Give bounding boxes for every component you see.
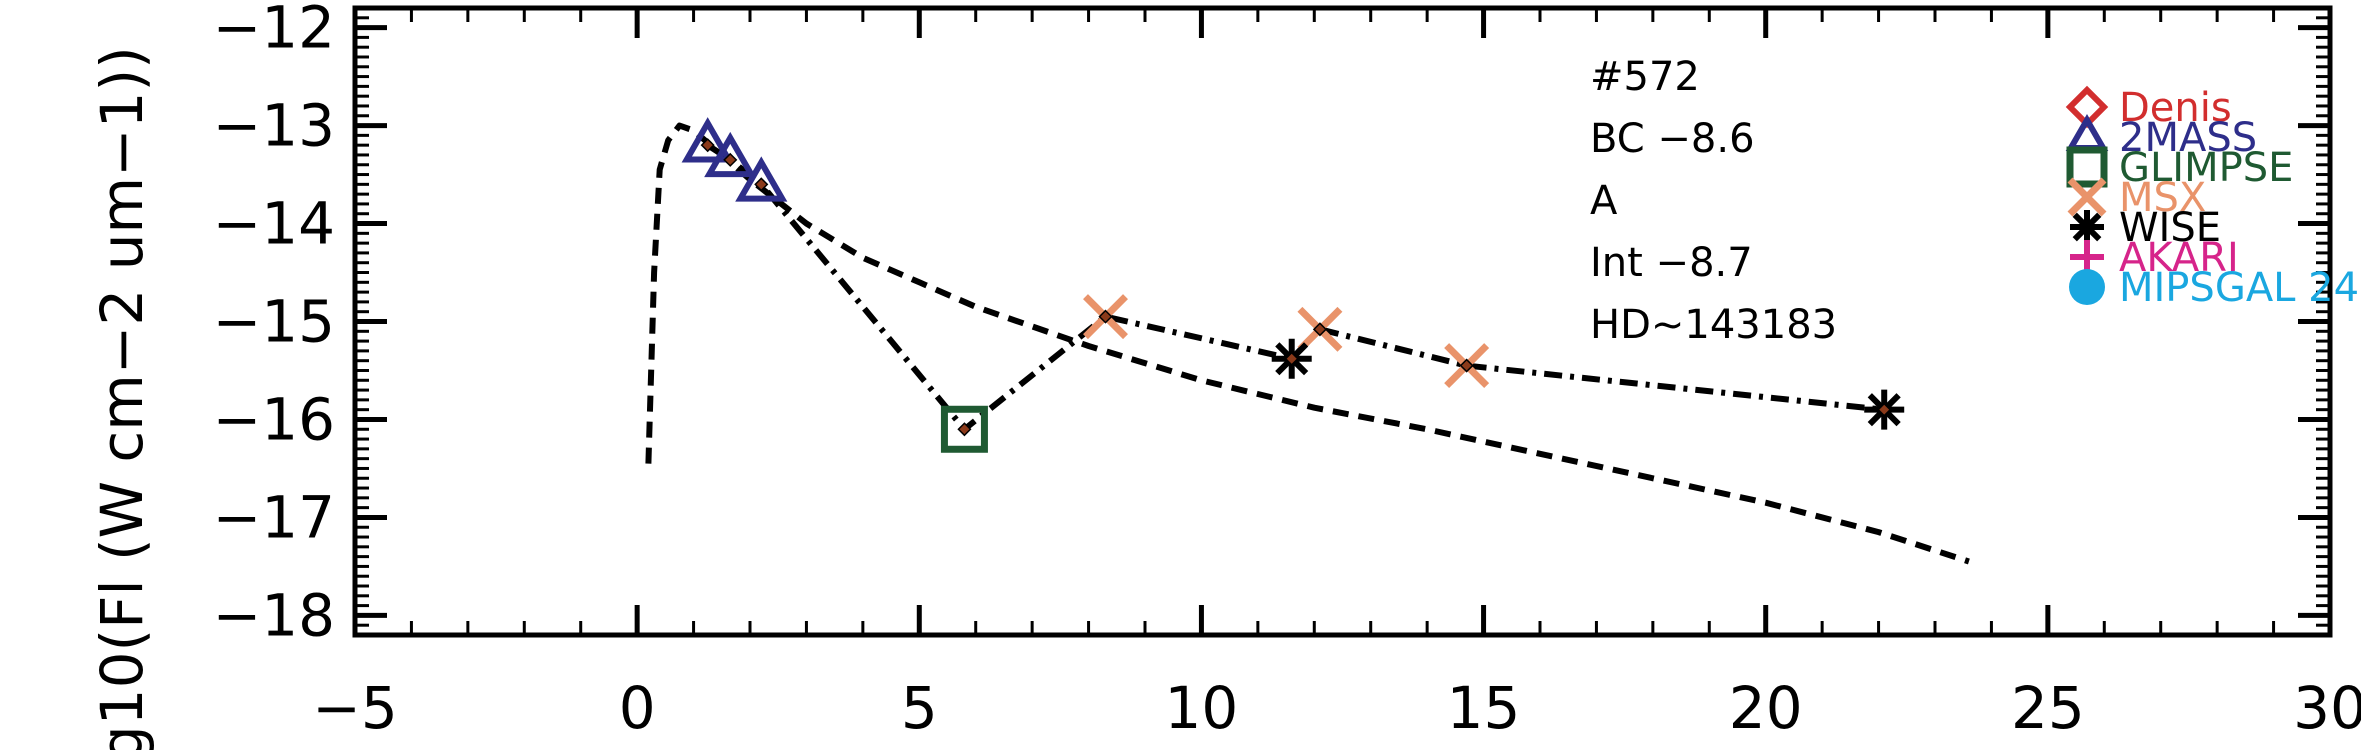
legend-marker-square [2066,146,2108,188]
x-tick-label: 30 [2293,674,2361,742]
data-point-data-dots- [1459,358,1474,373]
data-point-data-dots- [754,177,769,192]
legend-label: MSX [2119,175,2206,221]
dot-shape [1877,402,1892,417]
legend-item-glimpse: GLIMPSE [2066,145,2293,191]
data-markers [681,117,1905,453]
x-tick-label: 10 [1165,674,1239,742]
axes: −18 −17 −16 −15 −14 −13 −12 −5 0 5 10 15 20 25 30 [213,0,2361,742]
data-point-data-dots- [1098,309,1113,324]
y-tick-label: −18 [213,581,335,649]
x-tick-label: 0 [619,674,656,742]
dot-shape [700,138,715,153]
model-curve [645,122,1970,565]
x-tick-label: 5 [901,674,938,742]
info-annotations: #572 BC −8.6 A Int −8.7 HD~143183 [1590,54,1837,348]
y-axis-label: log10(Fl (W cm−2 um−1)) [88,46,156,750]
triangle-shape [681,117,734,163]
legend-label: 2MASS [2119,115,2257,161]
data-point-glimpse [940,405,988,453]
legend-item-akari: AKARI [2070,235,2239,281]
info-line-5: HD~143183 [1590,302,1837,348]
info-line-4: Int −8.7 [1590,240,1753,286]
legend-item-mipsgal-24: MIPSGAL 24 [2069,265,2359,311]
x-tick-label: 25 [2011,674,2085,742]
data-point-2mass [681,117,734,163]
legend-item-wise: WISE [2070,205,2221,251]
triangle-shape [735,156,788,202]
x-tick-label: −5 [312,674,398,742]
info-line-2: BC −8.6 [1590,116,1755,162]
data-point-data-dots- [1312,322,1327,337]
dot-shape [1284,351,1299,366]
sed-curve [706,142,1885,433]
info-line-3: A [1590,178,1618,224]
y-tick-label: −15 [213,288,335,356]
legend-label: Denis [2119,85,2232,131]
asterisk-stroke-d2 [2072,212,2102,242]
dot-shape [723,152,738,167]
legend-marker-asterisk [2070,210,2104,244]
legend-label: MIPSGAL 24 [2119,265,2359,311]
dot-shape [1312,322,1327,337]
circle-shape [2069,269,2105,305]
observed-sed-line [706,142,1885,433]
y-tick-label: −12 [213,0,335,62]
info-line-1: #572 [1590,54,1700,100]
data-point-data-dots- [700,138,715,153]
dot-shape [957,422,972,437]
dot-shape [1098,309,1113,324]
triangle-shape [704,131,757,178]
dot-shape [1459,358,1474,373]
y-tick-label: −17 [213,483,335,551]
y-axis-label-group: log10(Fl (W cm−2 um−1)) [88,46,156,750]
legend-marker-triangle [2065,113,2109,152]
data-point-data-dots- [957,422,972,437]
data-point-2mass [704,131,757,178]
square-shape [940,405,988,453]
legend-label: AKARI [2119,235,2239,281]
model-line [645,122,1970,565]
dot-shape [754,177,769,192]
data-point-data-dots- [1877,402,1892,417]
y-tick-label: −13 [213,92,335,160]
legend-marker-x [2067,177,2107,217]
legend-label: GLIMPSE [2119,145,2293,191]
data-point-data-dots- [1284,351,1299,366]
triangle-shape [2065,113,2109,152]
legend-item-msx: MSX [2067,175,2206,221]
y-tick-label: −16 [213,385,335,453]
data-point-data-dots- [723,152,738,167]
data-point-2mass [735,156,788,202]
legend-label: WISE [2119,205,2221,251]
legend-marker-plus [2070,240,2104,274]
square-shape [2066,146,2108,188]
legend-marker-circle [2069,269,2105,305]
x-stroke-b [2067,177,2107,217]
x-tick-label: 20 [1729,674,1803,742]
y-tick-label: −14 [213,190,335,258]
x-tick-label: 15 [1447,674,1521,742]
